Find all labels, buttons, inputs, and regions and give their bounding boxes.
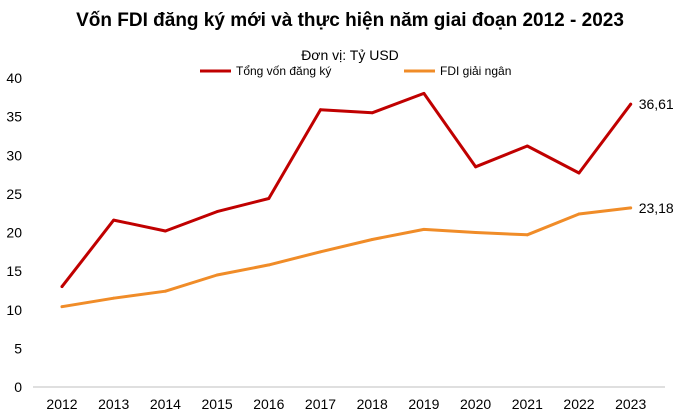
legend: Tổng vốn đăng ký FDI giải ngân: [200, 64, 511, 78]
y-tick-label: 15: [6, 263, 22, 279]
x-tick-label: 2017: [305, 396, 336, 412]
x-tick-label: 2019: [408, 396, 439, 412]
x-tick-label: 2018: [357, 396, 388, 412]
data-point: [164, 229, 167, 233]
data-point: [112, 218, 116, 222]
data-point: [577, 171, 581, 175]
data-point: [60, 305, 64, 309]
data-point: [267, 197, 271, 200]
data-point: [112, 296, 116, 300]
unit-label: Đơn vị: Tỷ USD: [301, 47, 399, 63]
data-point: [525, 144, 529, 148]
series-line-1: [60, 206, 633, 309]
data-point: [319, 108, 322, 112]
legend-label-registered: Tổng vốn đăng ký: [236, 64, 331, 78]
data-point: [215, 273, 219, 277]
data-point: [60, 285, 64, 288]
data-point: [629, 206, 633, 210]
y-tick-label: 40: [6, 70, 22, 86]
y-axis: 0 5 10 15 20 25 30 35 40: [6, 70, 22, 395]
data-point: [164, 289, 167, 293]
x-tick-label: 2015: [202, 396, 233, 412]
data-point: [629, 102, 633, 106]
y-tick-label: 10: [6, 302, 22, 318]
data-point: [370, 238, 374, 241]
data-point: [370, 111, 374, 115]
data-point: [474, 165, 477, 169]
plot-area: 36,61 23,18: [60, 91, 674, 309]
data-point: [577, 212, 581, 216]
data-point: [215, 210, 219, 214]
series-line-0: [60, 91, 633, 289]
data-point: [422, 92, 426, 95]
legend-label-disbursed: FDI giải ngân: [440, 64, 511, 78]
data-point: [319, 250, 322, 254]
y-tick-label: 35: [6, 109, 22, 125]
end-value-label: 23,18: [639, 200, 674, 216]
y-tick-label: 5: [14, 340, 22, 356]
data-point: [267, 263, 271, 267]
x-tick-label: 2012: [46, 396, 77, 412]
x-tick-label: 2020: [460, 396, 491, 412]
x-tick-label: 2022: [563, 396, 594, 412]
x-tick-label: 2013: [98, 396, 129, 412]
x-tick-label: 2016: [253, 396, 284, 412]
x-tick-label: 2023: [615, 396, 646, 412]
data-point: [525, 233, 529, 237]
y-tick-label: 30: [6, 147, 22, 163]
data-point: [474, 231, 477, 234]
end-value-label: 36,61: [639, 96, 674, 112]
x-tick-label: 2014: [150, 396, 181, 412]
y-tick-label: 25: [6, 186, 22, 202]
x-axis: 2012 2013 2014 2015 2016 2017 2018 2019 2020 2021…: [46, 396, 646, 412]
x-tick-label: 2021: [512, 396, 543, 412]
y-tick-label: 20: [6, 225, 22, 241]
data-point: [422, 228, 426, 231]
y-tick-label: 0: [14, 379, 22, 395]
chart-title: Vốn FDI đăng ký mới và thực hiện năm gia…: [76, 10, 624, 31]
